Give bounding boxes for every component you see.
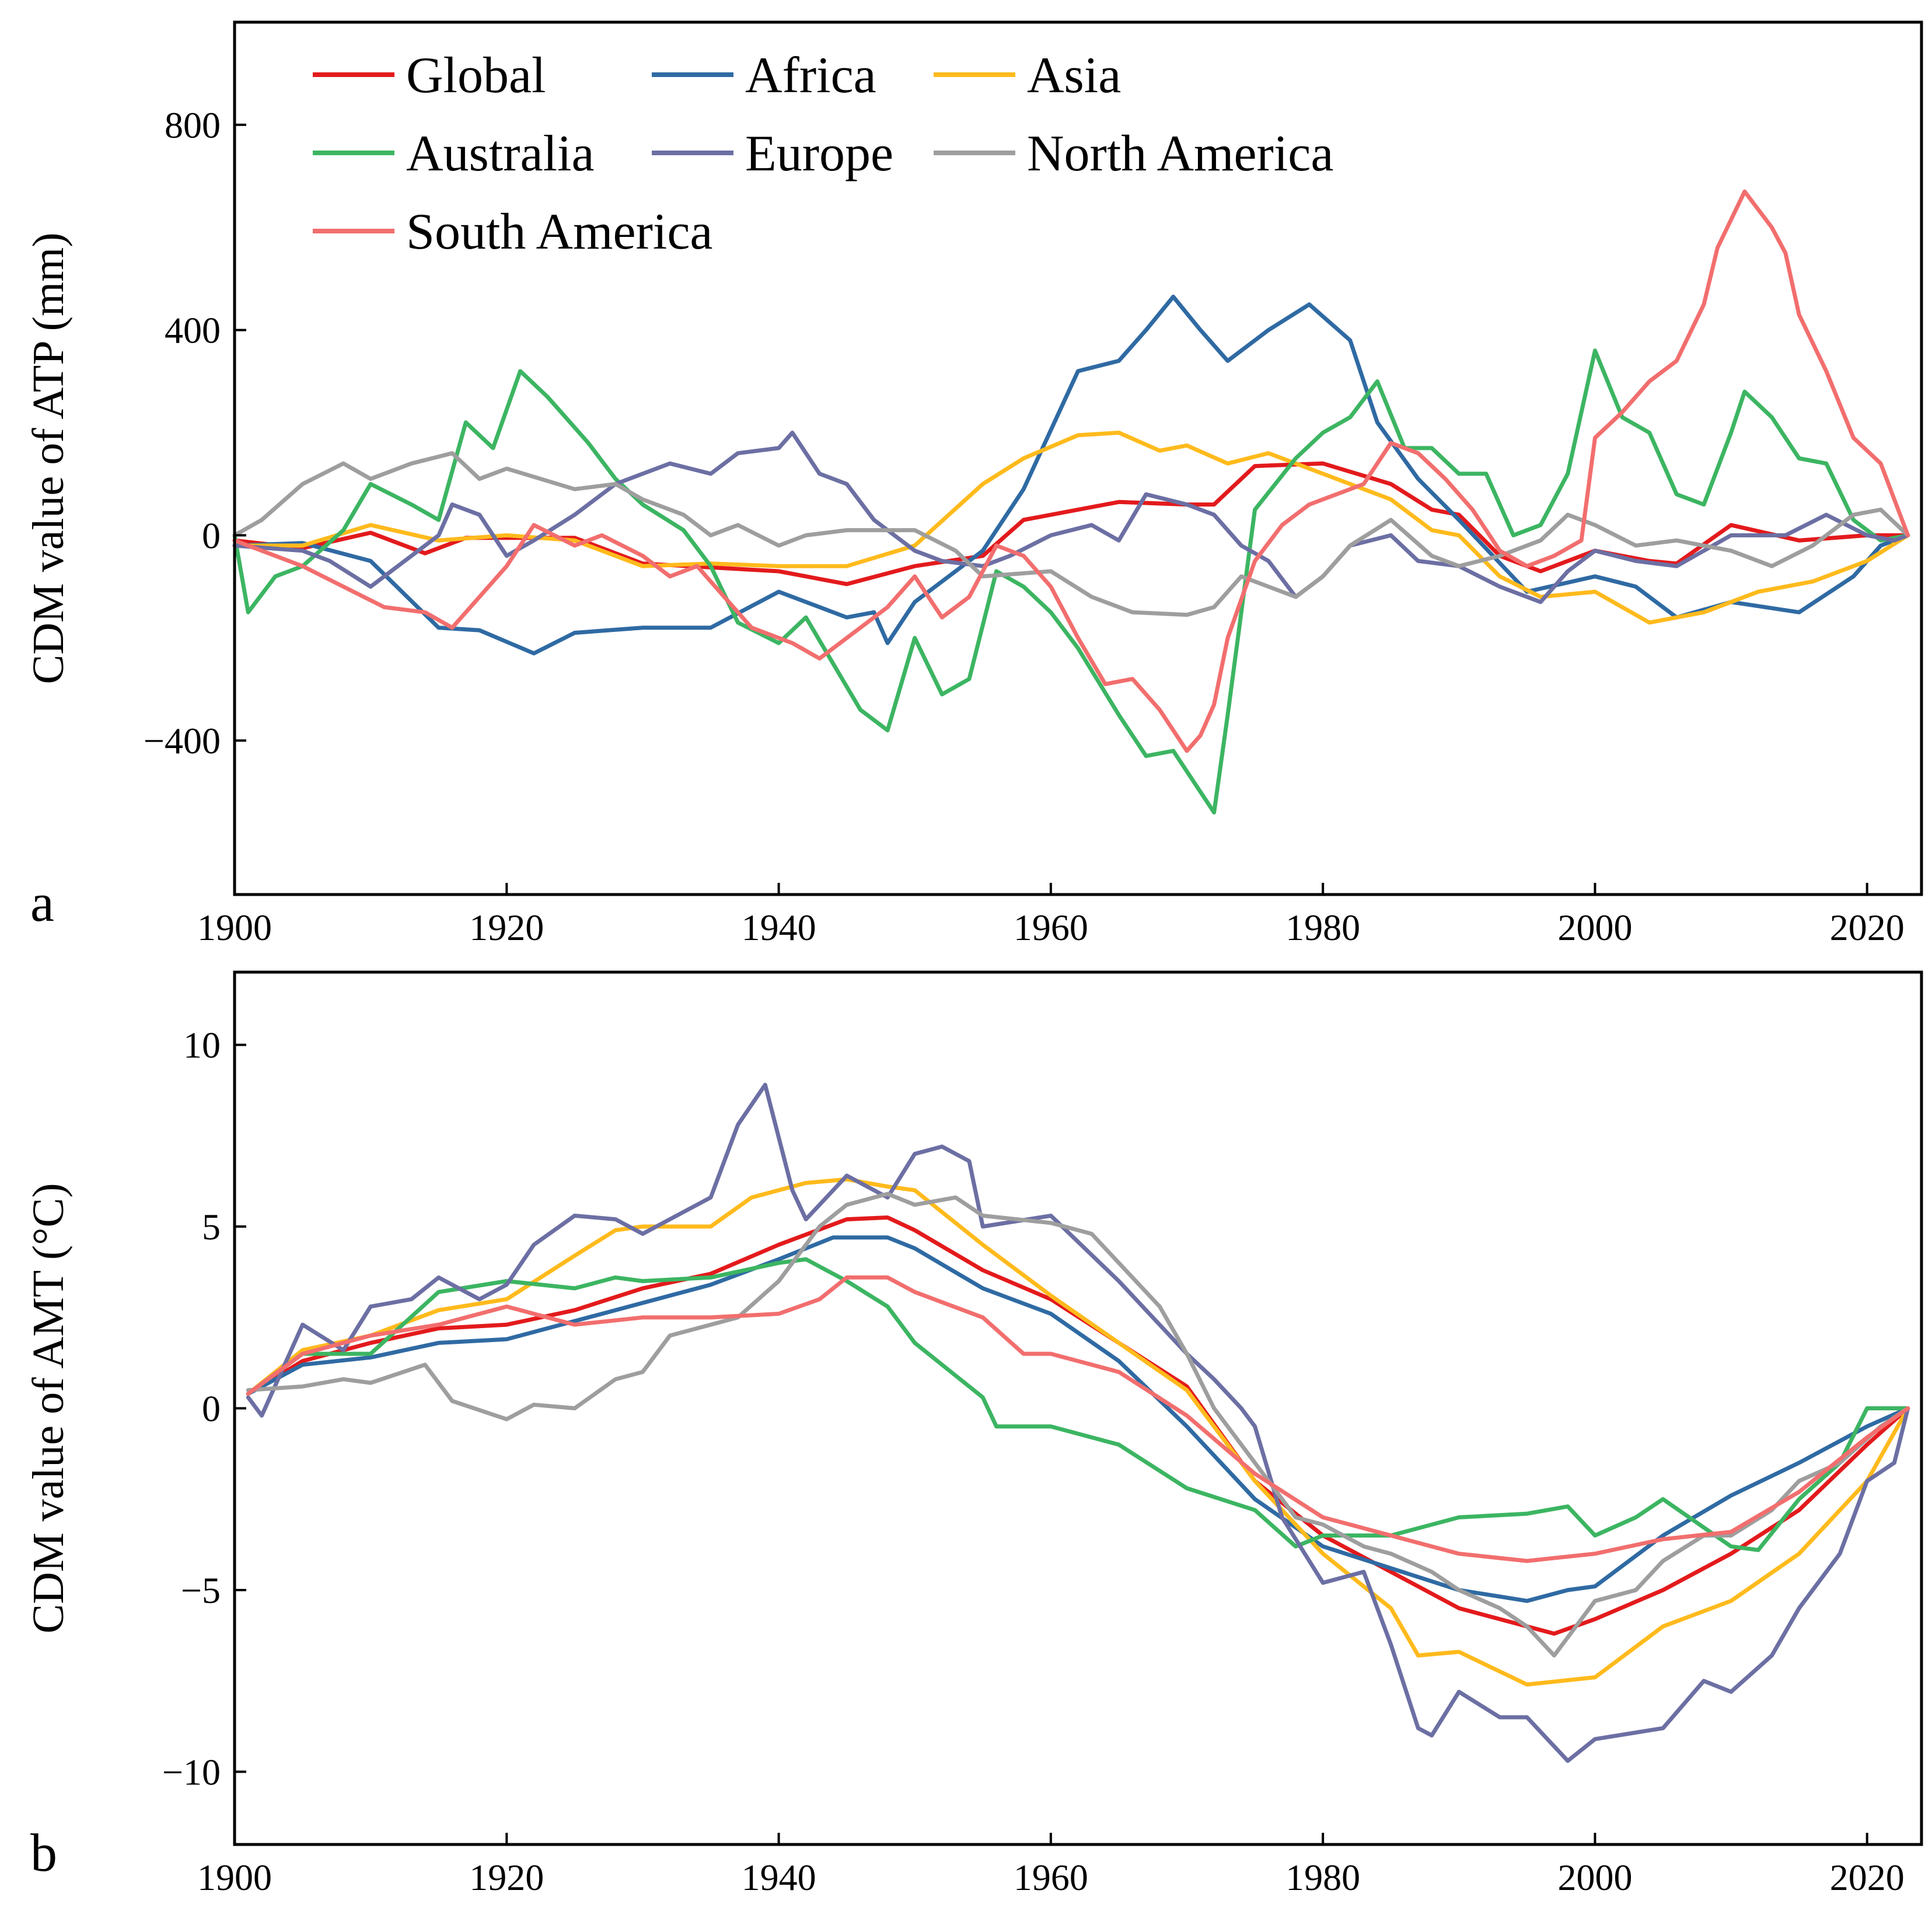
legend-label-south-america: South America	[406, 204, 712, 260]
panel-a-series-north-america	[232, 451, 1910, 617]
panel-b-series-europe	[246, 1082, 1910, 1763]
panel-b-x-tick-label: 1920	[469, 1857, 544, 1898]
legend-label-australia: Australia	[406, 125, 595, 182]
panel-b-x-tick-label: 1900	[197, 1857, 272, 1898]
panel-b-y-tick-label: 0	[202, 1388, 221, 1430]
panel-a-x-tick-label: 1980	[1285, 907, 1360, 948]
panel-a-label: a	[30, 873, 54, 932]
panel-b-y-tick-label: 10	[183, 1025, 221, 1066]
panel-a-chart: 1900 1920 1940 1960 1980 2000 2020−4000400800 …	[24, 20, 1923, 948]
panel-a-y-tick-label: 400	[165, 310, 221, 351]
legend-label-asia: Asia	[1027, 47, 1121, 104]
panel-b-chart: 1900 1920 1940 1960 1980 2000 2020 −10 −5 0 5 10 CD…	[24, 970, 1923, 1898]
panel-a-series-africa	[232, 295, 1910, 656]
panel-a-x-tick-label: 1920	[469, 907, 544, 948]
panel-b-label: b	[30, 1823, 57, 1882]
panel-b-series-north-america	[246, 1192, 1910, 1658]
panel-a-y-tick-label: 0	[202, 515, 221, 556]
panel-a-y-tick-label: 800	[165, 104, 221, 146]
panel-a-x-tick-label: 1960	[1014, 907, 1088, 948]
panel-b-y-tick-label: −5	[181, 1570, 221, 1611]
panel-a-x-tick-label: 1940	[742, 907, 816, 948]
panel-a-series	[232, 189, 1910, 815]
panel-a-axes: 1900 1920 1940 1960 1980 2000 2020 −400 0 400 800	[144, 104, 1905, 948]
panel-b-frame	[233, 970, 1923, 1846]
panel-b-series-africa	[246, 1235, 1910, 1603]
panel-b-y-tick-label: 5	[202, 1206, 221, 1248]
legend: Global Africa Asia Australia Europe North Ame…	[313, 47, 1333, 260]
panel-a-series-australia	[232, 348, 1910, 815]
panel-a-y-axis-title: CDM value of ATP (mm)	[24, 232, 73, 684]
panel-a-y-tick-label: −400	[144, 720, 221, 761]
panel-a-series-south-america	[232, 189, 1910, 753]
legend-label-global: Global	[406, 47, 546, 104]
panel-b-series-south-america	[246, 1275, 1910, 1563]
panel-b-axes: 1900 1920 1940 1960 1980 2000 2020 −10 −5 0 5 10	[162, 1025, 1905, 1898]
panel-b-x-tick-label: 2020	[1830, 1857, 1905, 1898]
panel-b-series-asia	[246, 1177, 1910, 1687]
panel-b-y-axis-title: CDM value of AMT (°C)	[24, 1183, 73, 1633]
panel-a-x-tick-label: 2020	[1830, 907, 1905, 948]
panel-b-series	[246, 1082, 1910, 1763]
panel-b-y-tick-label: −10	[162, 1751, 221, 1793]
panel-a-x-tick-label: 1900	[197, 907, 272, 948]
panel-a-series-asia	[232, 431, 1910, 625]
panel-b-series-australia	[246, 1257, 1910, 1552]
legend-label-africa: Africa	[745, 47, 876, 104]
legend-label-europe: Europe	[745, 125, 893, 182]
panel-b-x-tick-label: 1940	[742, 1857, 816, 1898]
panel-b-x-tick-label: 2000	[1557, 1857, 1632, 1898]
panel-a-x-tick-label: 2000	[1557, 907, 1632, 948]
panel-a-frame	[233, 20, 1923, 896]
legend-label-north-america: North America	[1027, 125, 1333, 182]
panel-b-x-tick-label: 1960	[1014, 1857, 1088, 1898]
panel-b-x-tick-label: 1980	[1285, 1857, 1360, 1898]
